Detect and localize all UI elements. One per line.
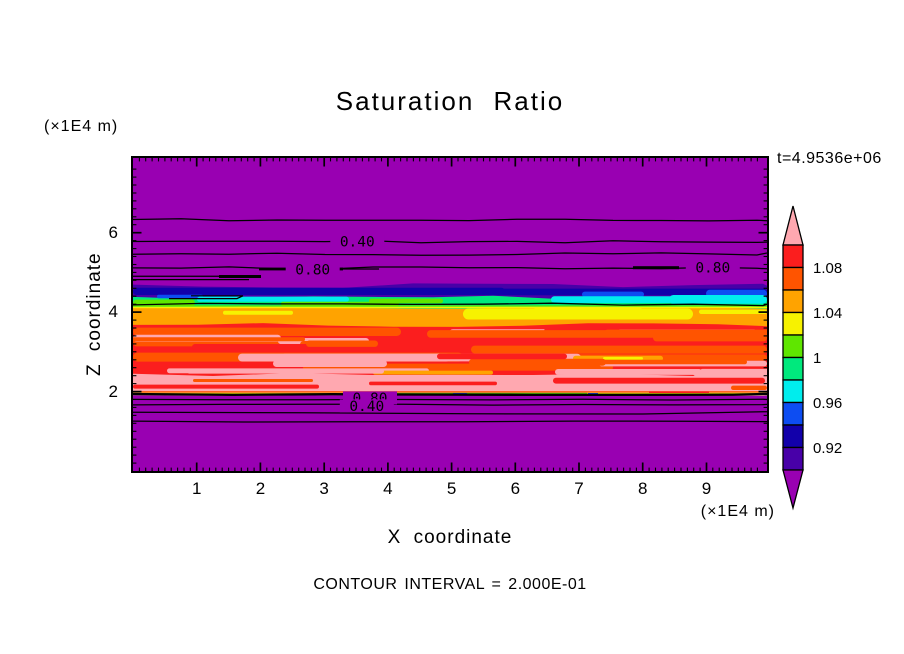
svg-text:0.40: 0.40 bbox=[340, 234, 375, 250]
svg-text:0.96: 0.96 bbox=[813, 395, 842, 412]
svg-text:1: 1 bbox=[813, 350, 821, 367]
time-annotation: t=4.9536e+06 bbox=[777, 150, 882, 167]
svg-text:0.80: 0.80 bbox=[295, 263, 330, 279]
chart-title: Saturation Ratio bbox=[335, 86, 565, 116]
x-tick-label: 8 bbox=[638, 479, 648, 498]
svg-text:0.92: 0.92 bbox=[813, 440, 842, 457]
x-tick-label: 3 bbox=[319, 479, 329, 498]
x-axis-unit-label: (×1E4 m) bbox=[700, 503, 775, 520]
svg-text:0.80: 0.80 bbox=[695, 261, 730, 277]
y-tick-label: 4 bbox=[108, 302, 118, 322]
y-tick-label: 2 bbox=[108, 381, 118, 401]
x-tick-label: 1 bbox=[191, 479, 202, 498]
y-tick-label: 6 bbox=[108, 222, 118, 242]
y-axis-unit-label: (×1E4 m) bbox=[44, 118, 119, 135]
x-tick-label: 4 bbox=[383, 479, 393, 498]
x-tick-label: 5 bbox=[446, 479, 457, 498]
x-tick-label: 9 bbox=[701, 479, 712, 498]
x-axis-title: X coordinate bbox=[387, 527, 513, 548]
contour-field: 0.400.80 0.800.800.40 bbox=[133, 158, 767, 471]
contour-interval-note: CONTOUR INTERVAL = 2.000E-01 bbox=[313, 576, 587, 593]
colorbar: 1.08 1.04 1 0.96 0.92 bbox=[782, 205, 842, 511]
plot-area: 0.40 0.80 0.80 0.80 0.40 bbox=[131, 156, 769, 473]
x-tick-label: 2 bbox=[255, 479, 266, 498]
svg-text:1.04: 1.04 bbox=[813, 305, 842, 322]
svg-text:1.08: 1.08 bbox=[813, 260, 842, 277]
svg-text:0.40: 0.40 bbox=[349, 399, 384, 415]
x-tick-label: 6 bbox=[510, 479, 521, 498]
x-tick-label: 7 bbox=[574, 479, 584, 498]
